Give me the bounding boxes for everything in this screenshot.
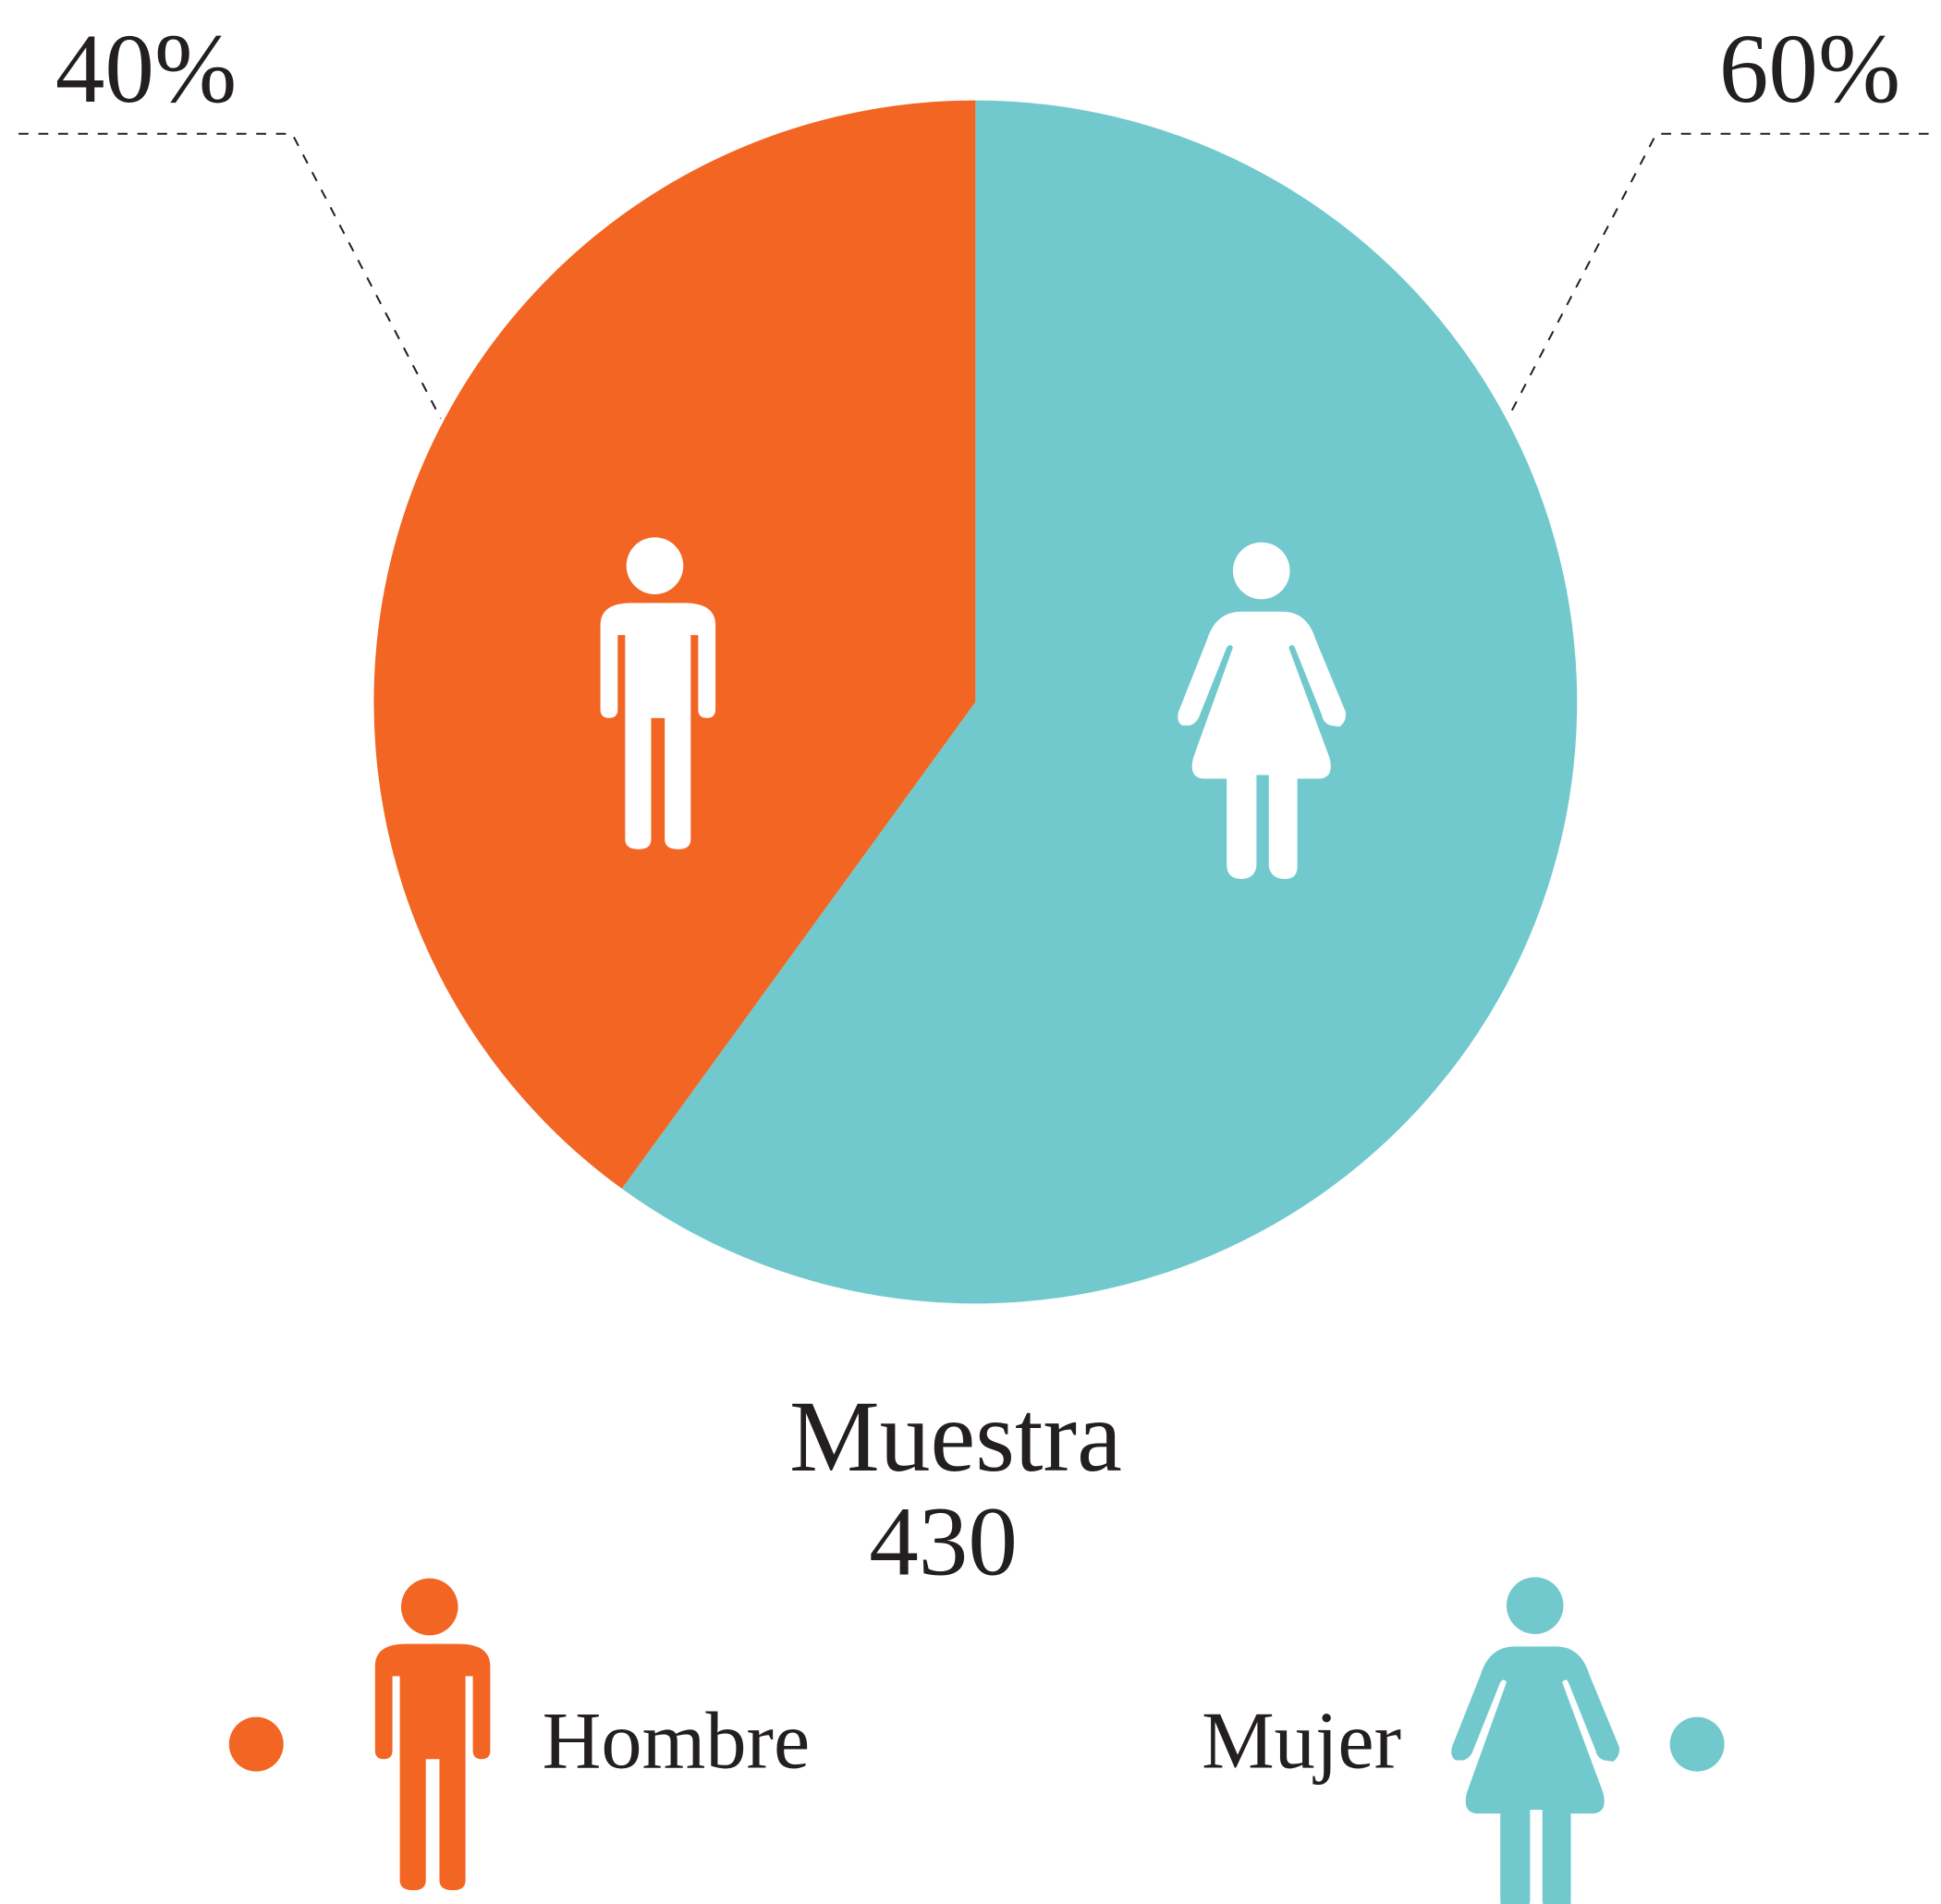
legend-icon-body xyxy=(374,1643,491,1891)
legend-label: Mujer xyxy=(1202,1696,1401,1787)
chart-title: Muestra xyxy=(789,1380,1122,1493)
sample-size: 430 xyxy=(869,1488,1018,1597)
leader-line xyxy=(1507,132,1929,420)
leader-line xyxy=(18,132,442,420)
pie-slice xyxy=(621,100,1578,1304)
slice-icon-head xyxy=(626,537,684,594)
legend-icon xyxy=(1451,1577,1619,1904)
legend-icon-body xyxy=(1451,1646,1619,1904)
slice-icon xyxy=(600,537,716,849)
data-label: 60% xyxy=(1719,15,1900,124)
legend-label: Hombre xyxy=(543,1696,811,1787)
slice-icon-body xyxy=(600,603,716,849)
legend-icon xyxy=(374,1578,491,1891)
data-label: 40% xyxy=(55,15,237,124)
legend-icon-head xyxy=(1506,1577,1564,1634)
legend-icon-head xyxy=(400,1578,458,1636)
slice-icon-body xyxy=(1178,611,1346,879)
legend-swatch xyxy=(1669,1716,1725,1772)
legend-swatch xyxy=(228,1716,284,1772)
slice-icon xyxy=(1178,542,1346,879)
slice-icon-head xyxy=(1232,542,1290,600)
